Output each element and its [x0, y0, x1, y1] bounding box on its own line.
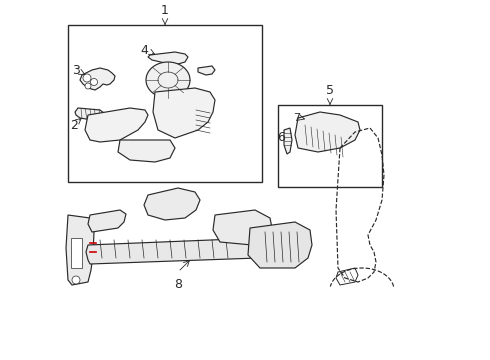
Polygon shape: [295, 112, 360, 152]
Polygon shape: [86, 238, 268, 264]
Text: 1: 1: [161, 4, 169, 17]
Polygon shape: [88, 210, 126, 232]
Polygon shape: [75, 108, 104, 120]
Polygon shape: [85, 108, 148, 142]
Polygon shape: [148, 52, 188, 64]
Circle shape: [85, 83, 91, 89]
Text: 2: 2: [70, 118, 78, 131]
Polygon shape: [71, 238, 82, 268]
Polygon shape: [153, 88, 215, 138]
Polygon shape: [198, 66, 215, 75]
Circle shape: [91, 78, 98, 86]
Polygon shape: [68, 25, 262, 182]
Polygon shape: [80, 68, 115, 90]
Text: 5: 5: [326, 84, 334, 97]
Polygon shape: [146, 62, 190, 98]
Polygon shape: [144, 188, 200, 220]
Polygon shape: [213, 210, 272, 245]
Text: 7: 7: [294, 113, 300, 123]
Circle shape: [72, 276, 80, 284]
Polygon shape: [284, 128, 292, 154]
Text: 3: 3: [72, 63, 80, 77]
Polygon shape: [66, 215, 94, 285]
Polygon shape: [118, 140, 175, 162]
Text: 4: 4: [140, 44, 148, 57]
Text: 6: 6: [277, 131, 285, 144]
Polygon shape: [278, 105, 382, 187]
Circle shape: [83, 74, 91, 82]
Polygon shape: [248, 222, 312, 268]
Text: 8: 8: [174, 278, 182, 291]
